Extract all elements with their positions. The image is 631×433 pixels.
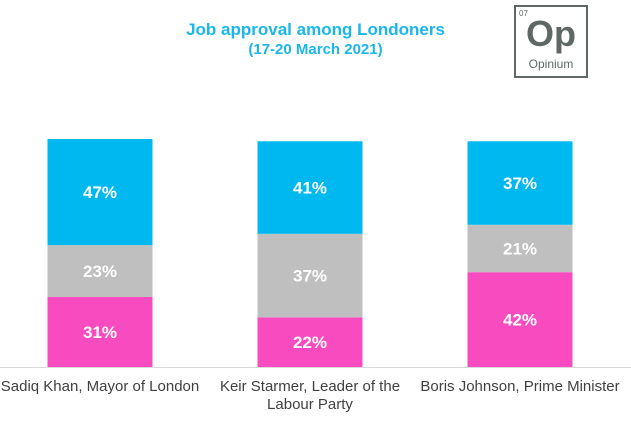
data-label: 21% bbox=[503, 239, 537, 258]
data-label: 31% bbox=[83, 323, 117, 342]
bar-segment bbox=[257, 141, 363, 234]
opinium-logo: 07 Op Opinium bbox=[514, 5, 588, 78]
category-label: Boris Johnson, Prime Minister bbox=[420, 378, 620, 395]
data-label: 22% bbox=[293, 333, 327, 352]
chart-title: Job approval among Londoners bbox=[186, 20, 445, 39]
bar-segment bbox=[467, 224, 573, 273]
data-label: 37% bbox=[503, 174, 537, 193]
data-label: 23% bbox=[83, 262, 117, 281]
logo-symbol: Op bbox=[526, 13, 576, 54]
chart-subtitle: (17-20 March 2021) bbox=[248, 41, 383, 58]
category-label: Sadiq Khan, Mayor of London bbox=[0, 378, 200, 395]
data-label: 42% bbox=[503, 311, 537, 330]
logo-number: 07 bbox=[519, 9, 528, 18]
category-label: Keir Starmer, Leader of the Labour Party bbox=[219, 378, 401, 413]
data-label: 37% bbox=[293, 267, 327, 286]
data-label: 41% bbox=[293, 179, 327, 198]
data-label: 47% bbox=[83, 183, 117, 202]
bar-segment bbox=[47, 297, 153, 367]
bar-segment bbox=[467, 272, 573, 367]
bar-segment bbox=[47, 139, 153, 246]
bar-segment bbox=[257, 317, 363, 367]
bar-segment bbox=[47, 245, 153, 298]
bar-segment bbox=[467, 141, 573, 225]
logo-name: Opinium bbox=[528, 57, 574, 71]
bar-segment bbox=[257, 233, 363, 318]
